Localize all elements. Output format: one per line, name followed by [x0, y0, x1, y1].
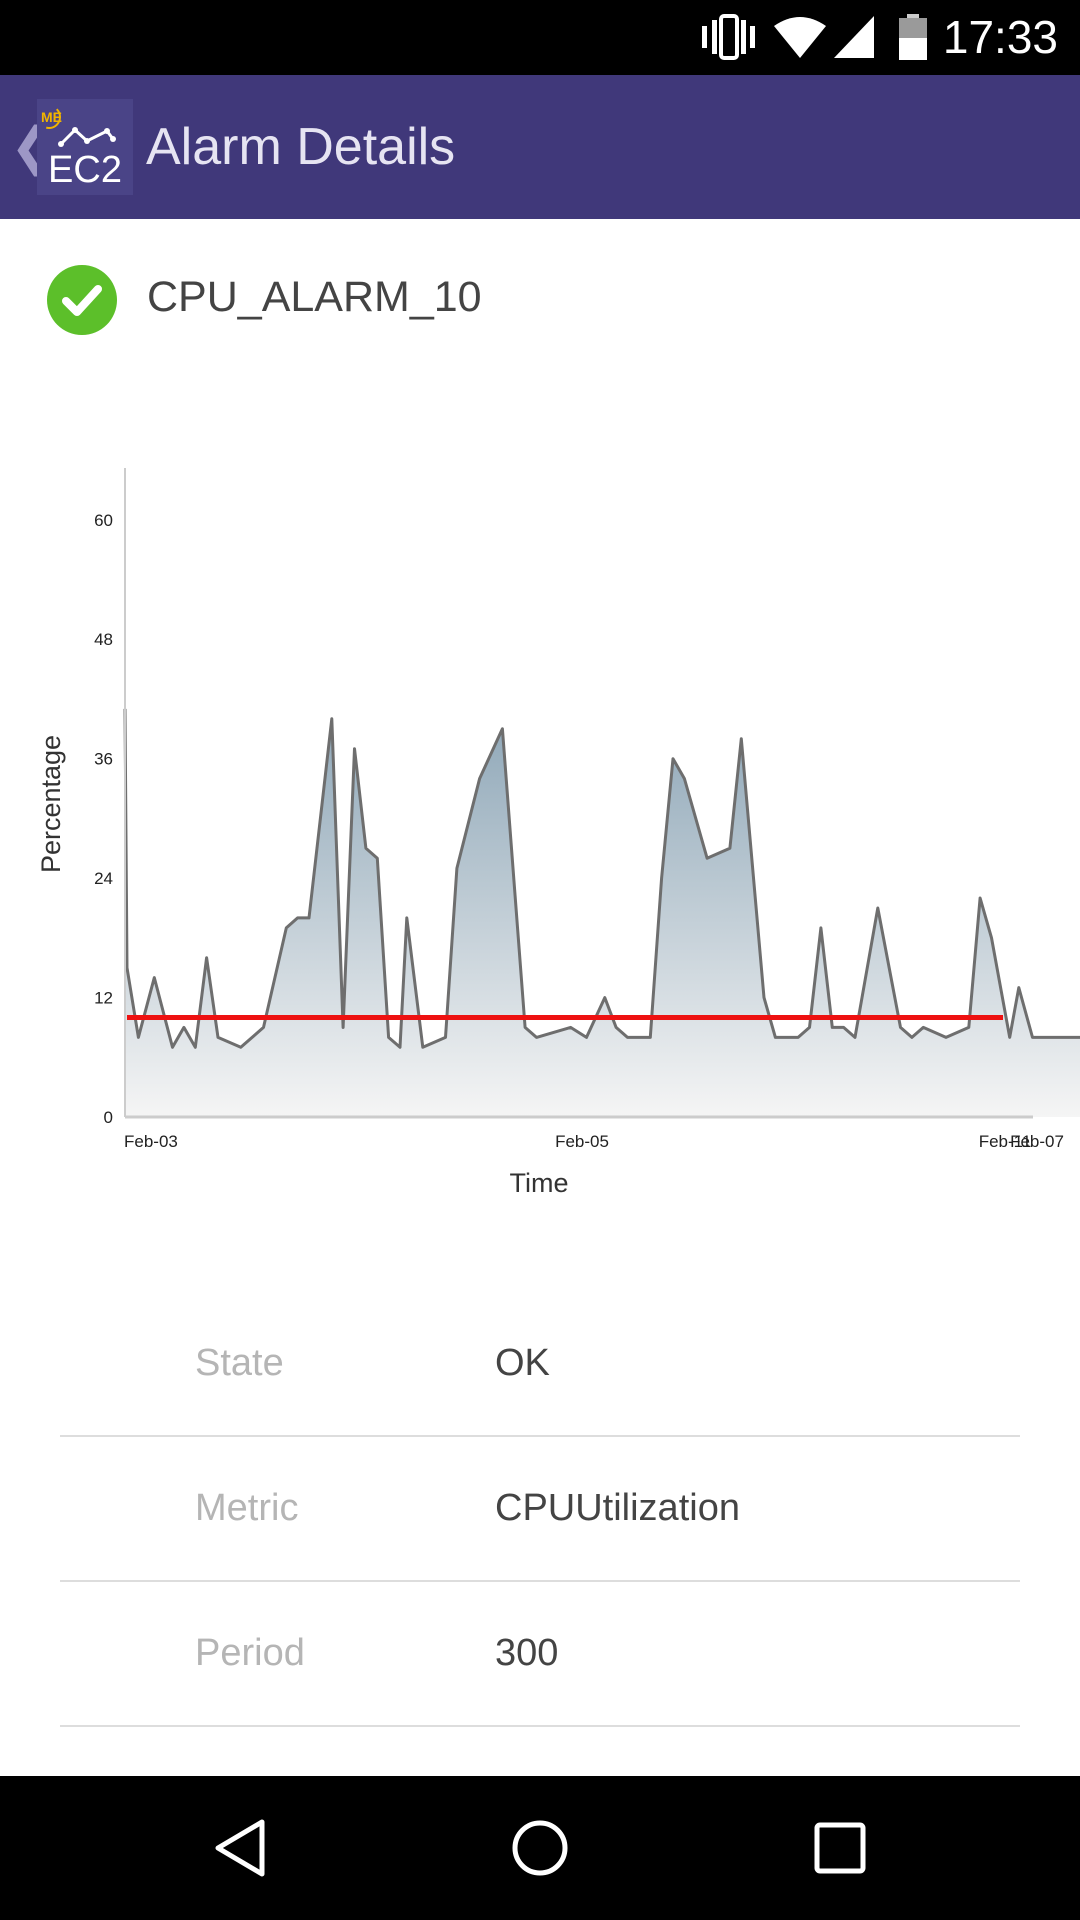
cpu-chart: 01224364860Feb-03Feb-05Feb-07Feb-09Feb-1… — [0, 440, 1080, 1210]
app-logo: ME EC2 — [37, 99, 133, 195]
series-line — [123, 708, 1080, 1049]
nav-bar — [0, 1776, 1080, 1920]
detail-value: OK — [495, 1342, 550, 1384]
battery-icon — [899, 14, 927, 60]
recents-square-icon — [814, 1822, 866, 1874]
page-title: Alarm Details — [146, 118, 456, 176]
x-tick-label: Feb-11 — [979, 1132, 1032, 1151]
x-tick-label: Feb-03 — [124, 1132, 178, 1151]
nav-back-button[interactable] — [120, 1776, 360, 1920]
y-tick-label: 12 — [94, 989, 113, 1008]
vibrate-icon — [702, 14, 755, 60]
status-time: 17:33 — [942, 11, 1058, 63]
series-area — [125, 708, 1080, 1117]
y-tick-label: 36 — [94, 750, 113, 769]
detail-label: State — [195, 1342, 284, 1384]
status-bar: 17:33 — [0, 0, 1080, 75]
chart-svg: 01224364860Feb-03Feb-05Feb-07Feb-09Feb-1… — [36, 468, 1080, 1198]
alarm-header: CPU_ALARM_10 — [0, 219, 1080, 379]
x-tick-label: Feb-05 — [555, 1132, 609, 1151]
wifi-icon — [774, 17, 826, 58]
chart-line-icon — [37, 105, 116, 147]
nav-recents-button[interactable] — [720, 1776, 960, 1920]
y-tick-label: 60 — [94, 511, 113, 530]
details-list: State OK Metric CPUUtilization Period 30… — [60, 1292, 1020, 1727]
detail-row-state: State OK — [60, 1292, 1020, 1437]
detail-label: Metric — [195, 1487, 299, 1529]
detail-row-period: Period 300 — [60, 1582, 1020, 1727]
y-axis-title: Percentage — [36, 735, 66, 873]
y-tick-label: 24 — [94, 869, 113, 888]
app-bar: ❮ ME EC2 Alarm Details — [0, 75, 1080, 219]
home-circle-icon — [512, 1820, 568, 1876]
back-triangle-icon — [215, 1819, 265, 1877]
check-circle-icon — [47, 265, 117, 335]
cell-signal-icon — [834, 16, 874, 58]
y-tick-label: 48 — [94, 630, 113, 649]
x-axis-title: Time — [510, 1168, 569, 1198]
nav-home-button[interactable] — [420, 1776, 660, 1920]
logo-badge: ME — [41, 109, 62, 125]
y-tick-label: 0 — [104, 1108, 113, 1127]
logo-text: EC2 — [48, 149, 122, 191]
detail-value: 300 — [495, 1632, 559, 1674]
detail-row-metric: Metric CPUUtilization — [60, 1437, 1020, 1582]
alarm-name: CPU_ALARM_10 — [147, 273, 482, 321]
detail-value: CPUUtilization — [495, 1487, 740, 1529]
detail-label: Period — [195, 1632, 305, 1674]
x-tick-label: Feb-07 — [1010, 1132, 1064, 1151]
